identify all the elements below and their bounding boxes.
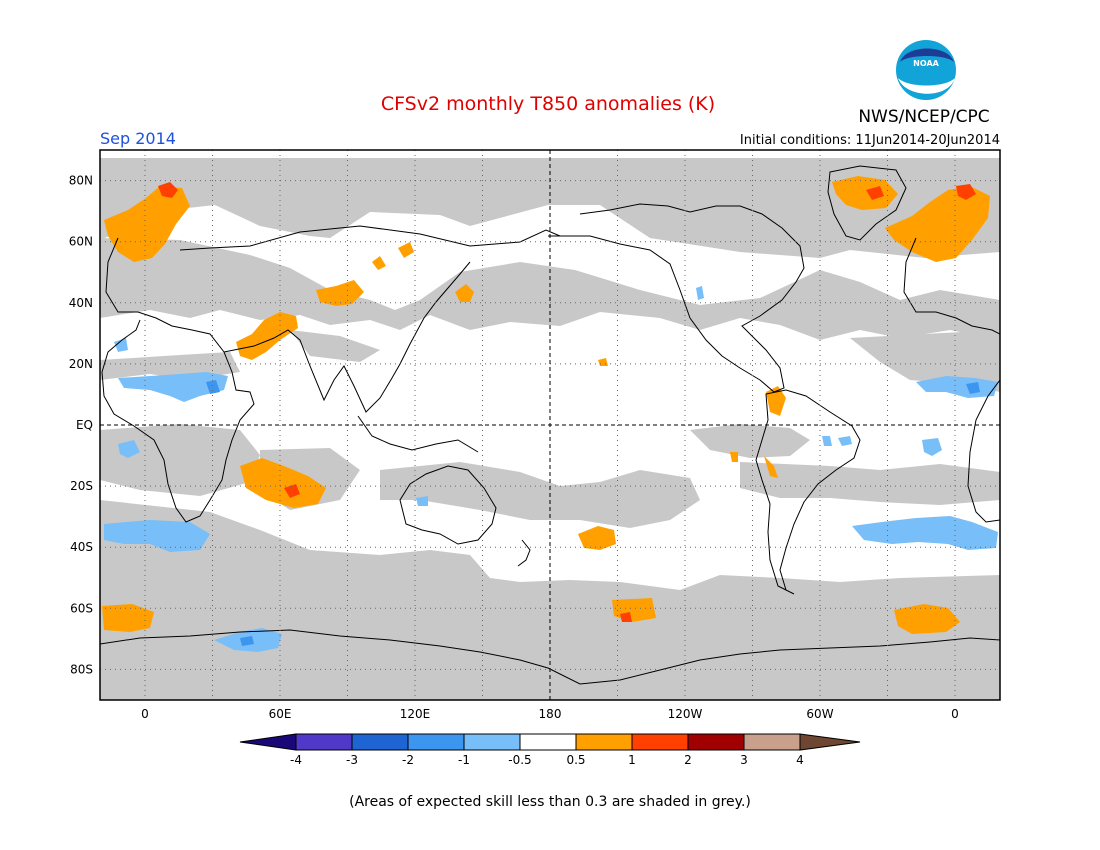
- noaa-logo-text: NOAA: [913, 59, 939, 68]
- map-panel: [100, 150, 1000, 700]
- colorbar-label: 1: [628, 753, 636, 767]
- moderate-negative-anomaly-regions: [206, 380, 980, 646]
- colorbar-swatch: [687, 733, 745, 751]
- colorbar-label: 2: [684, 753, 692, 767]
- lat-label: 40S: [70, 540, 93, 554]
- lat-label: 20S: [70, 479, 93, 493]
- colorbar-swatch: [631, 733, 689, 751]
- lat-label: 20N: [69, 357, 93, 371]
- lon-label: 60W: [806, 707, 833, 721]
- colorbar-swatch: [407, 733, 465, 751]
- colorbar-label: -4: [290, 753, 302, 767]
- colorbar-swatch: [463, 733, 521, 751]
- colorbar-label: 0.5: [566, 753, 585, 767]
- lat-label: 80S: [70, 662, 93, 676]
- colorbar-label: 4: [796, 753, 804, 767]
- anomaly-shading: [102, 176, 998, 652]
- colorbar-swatch: [351, 733, 409, 751]
- figure-title: CFSv2 monthly T850 anomalies (K): [381, 93, 715, 115]
- reference-lines: [100, 150, 1000, 700]
- colorbar-label: -0.5: [508, 753, 531, 767]
- lon-label: 0: [951, 707, 959, 721]
- colorbar-label: -3: [346, 753, 358, 767]
- footnote: (Areas of expected skill less than 0.3 a…: [349, 794, 751, 810]
- colorbar-low-arrow: [239, 733, 297, 751]
- map-frame: [99, 149, 1001, 701]
- lat-label: 60N: [69, 235, 93, 249]
- lon-label: 120W: [668, 707, 703, 721]
- colorbar-swatch: [743, 733, 801, 751]
- lon-label: 120E: [400, 707, 431, 721]
- colorbar-swatch: [575, 733, 633, 751]
- positive-anomaly-regions: [102, 176, 990, 634]
- lat-label: 80N: [69, 174, 93, 188]
- colorbar-label: -1: [458, 753, 470, 767]
- forecast-month: Sep 2014: [100, 129, 176, 148]
- longitude-labels: 0 60E 120E 180 120W 60W 0: [141, 707, 959, 721]
- colorbar-swatch: [295, 733, 353, 751]
- colorbar-labels: -4 -3 -2 -1 -0.5 0.5 1 2 3 4: [290, 753, 804, 767]
- colorbar-high-arrow: [799, 733, 861, 751]
- lat-label: 40N: [69, 296, 93, 310]
- lat-label: 60S: [70, 601, 93, 615]
- colorbar-label: -2: [402, 753, 414, 767]
- colorbar-swatch: [519, 733, 577, 751]
- agency-label: NWS/NCEP/CPC: [858, 107, 989, 127]
- lon-label: 180: [539, 707, 562, 721]
- initial-conditions: Initial conditions: 11Jun2014-20Jun2014: [740, 133, 1000, 148]
- colorbar-label: 3: [740, 753, 748, 767]
- lon-label: 0: [141, 707, 149, 721]
- negative-anomaly-regions: [104, 286, 998, 652]
- latitude-labels: 80N 60N 40N 20N EQ 20S 40S 60S 80S: [69, 174, 93, 677]
- lon-label: 60E: [269, 707, 292, 721]
- strong-positive-anomaly-regions: [158, 182, 976, 622]
- lat-label: EQ: [76, 418, 93, 432]
- noaa-logo: NOAA: [896, 40, 956, 100]
- colorbar: [239, 733, 861, 751]
